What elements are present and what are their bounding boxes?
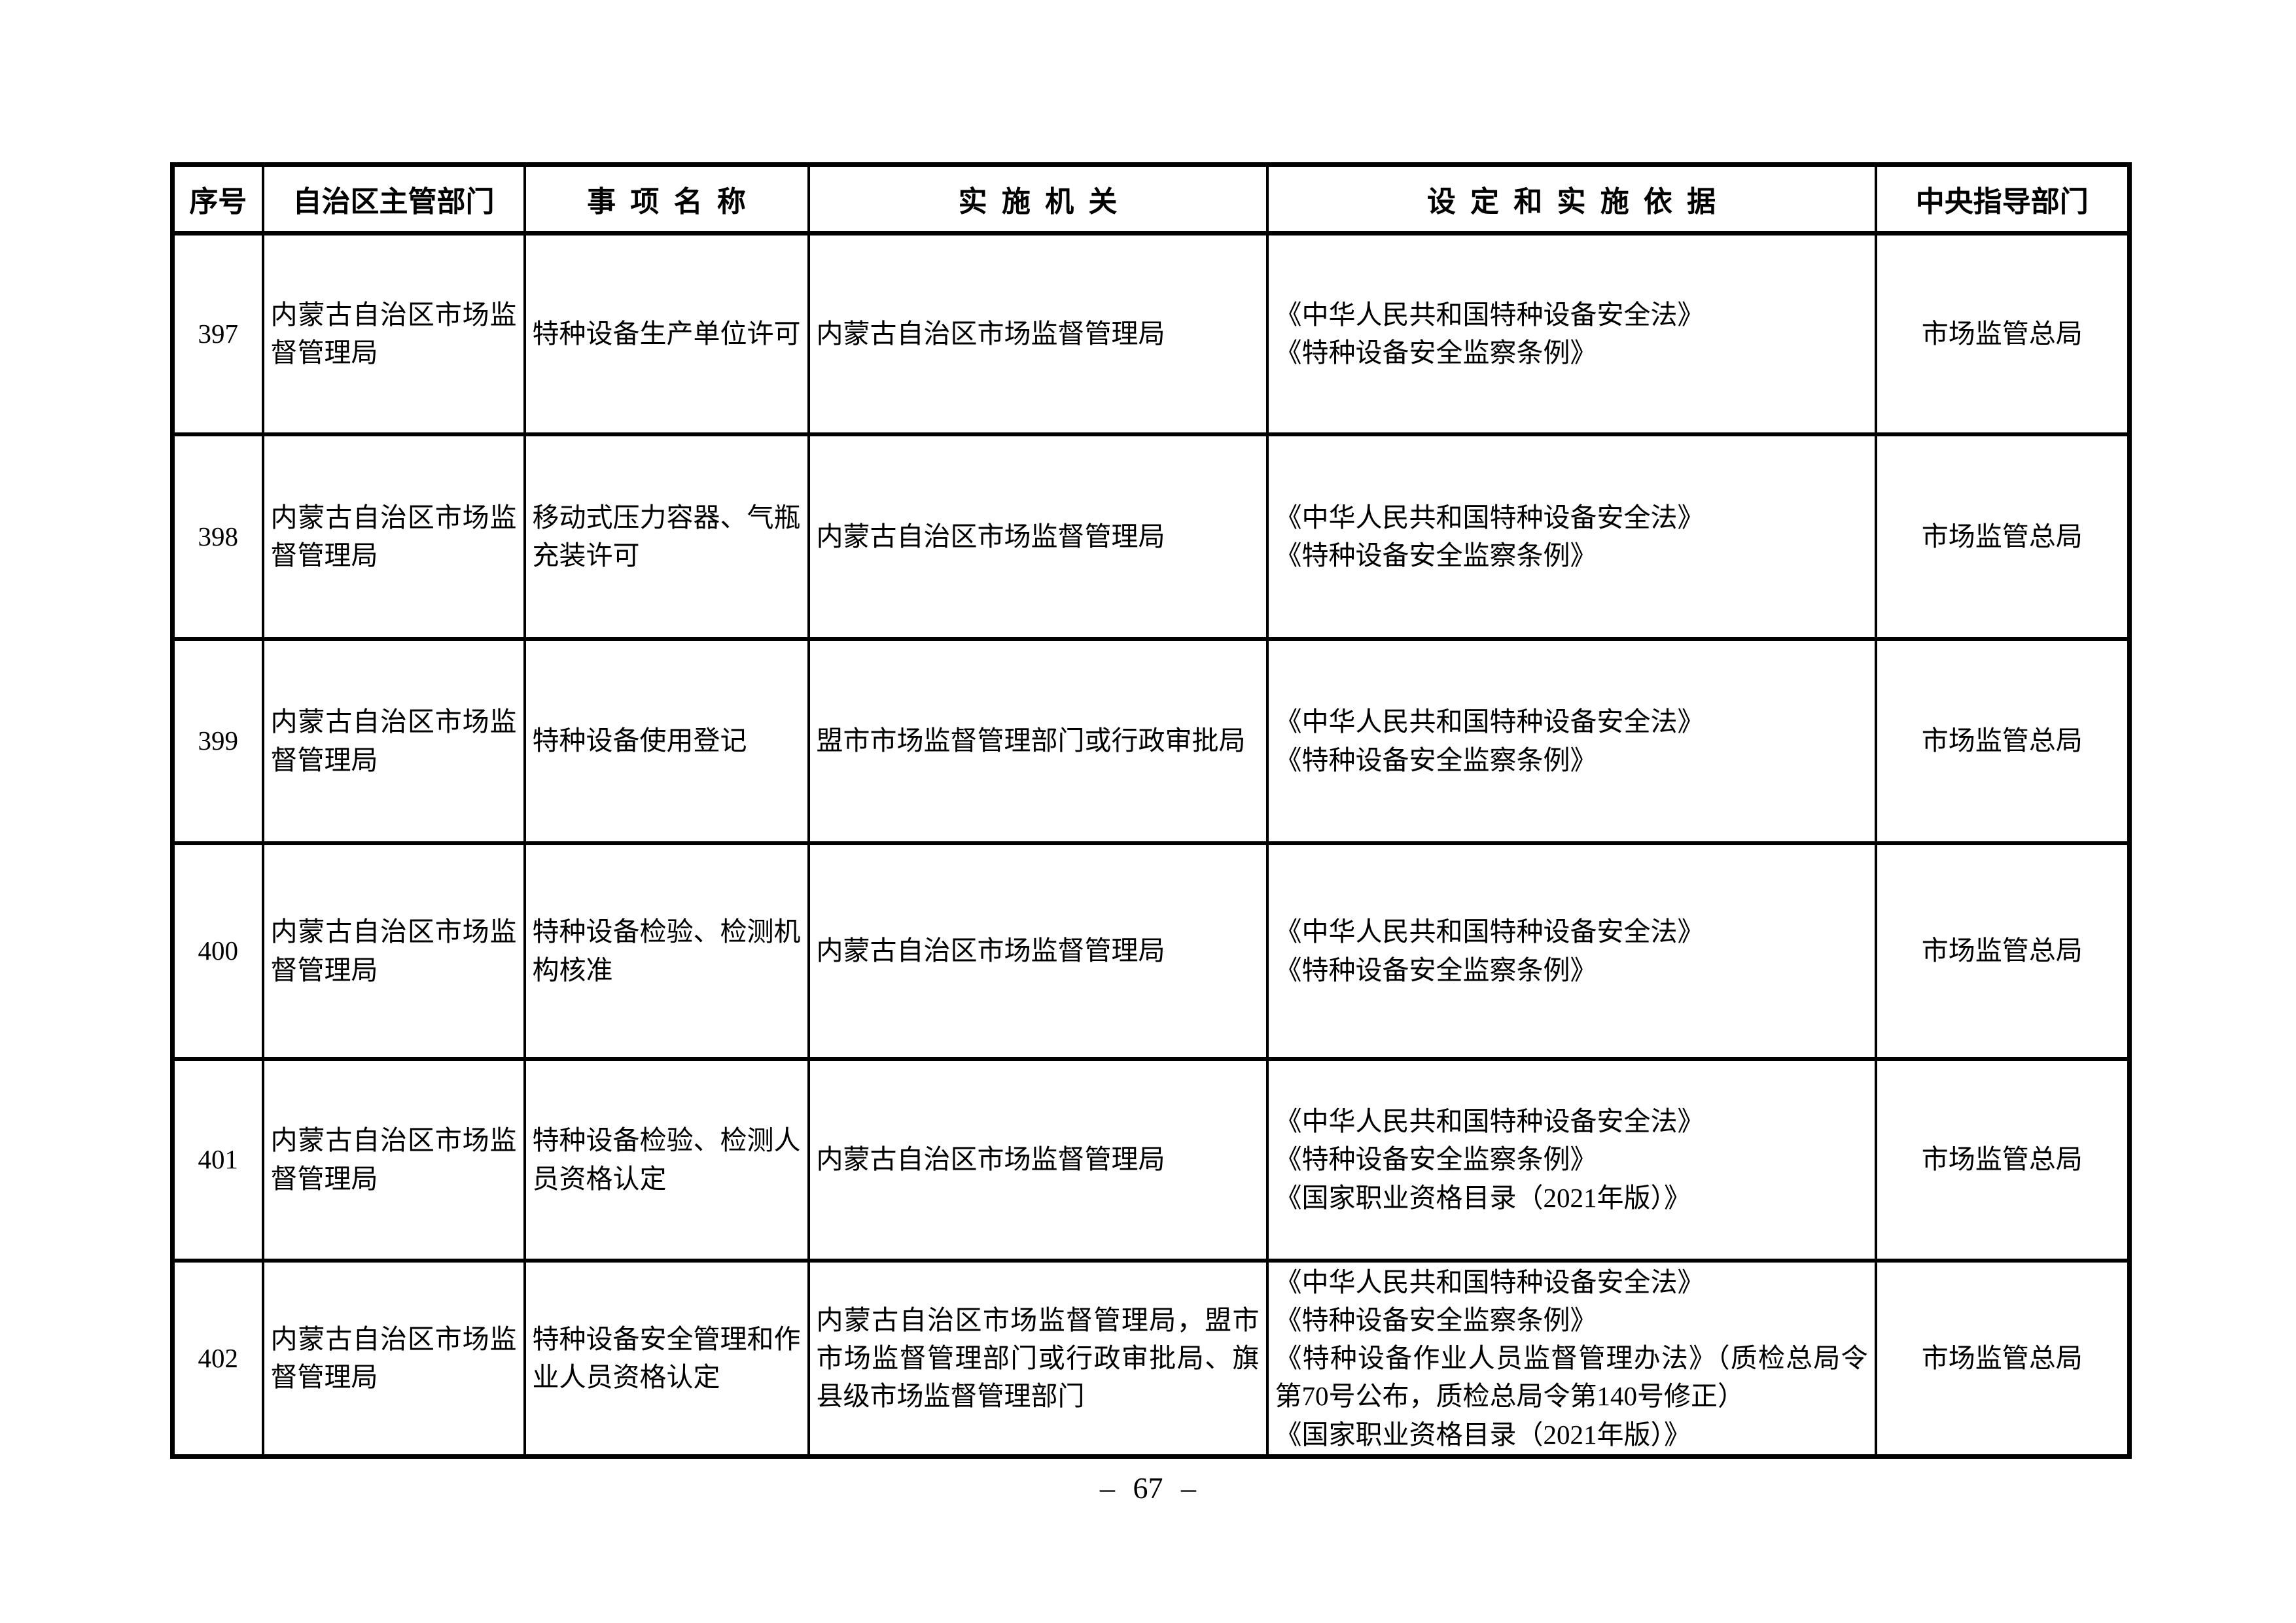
implementing-agency-cell: 内蒙古自治区市场监督管理局 [807,231,1269,436]
header-item-name: 事 项 名 称 [523,162,810,236]
approval-items-table: 序号 自治区主管部门 事 项 名 称 实 施 机 关 设 定 和 实 施 依 据… [170,162,2132,1459]
legal-basis-cell: 《中华人民共和国特种设备安全法》 《特种设备安全监察条例》 [1265,841,1877,1061]
department-cell: 内蒙古自治区市场监督管理局 [261,231,526,436]
central-guidance-cell: 市场监管总局 [1874,432,2131,641]
legal-basis-cell: 《中华人民共和国特种设备安全法》 《特种设备安全监察条例》 《特种设备作业人员监督管… [1265,1258,1877,1459]
header-region-department: 自治区主管部门 [261,162,526,236]
serial-number-cell: 402 [171,1258,264,1459]
table-row: 397 内蒙古自治区市场监督管理局 特种设备生产单位许可 内蒙古自治区市场监督管… [171,231,2131,436]
table-row: 402 内蒙古自治区市场监督管理局 特种设备安全管理和作业人员资格认定 内蒙古自… [171,1258,2131,1459]
table-row: 401 内蒙古自治区市场监督管理局 特种设备检验、检测人员资格认定 内蒙古自治区… [171,1056,2131,1263]
serial-number-cell: 401 [171,1056,264,1263]
item-name-cell: 特种设备安全管理和作业人员资格认定 [523,1258,810,1459]
legal-basis-cell: 《中华人民共和国特种设备安全法》 《特种设备安全监察条例》 《国家职业资格目录（20… [1265,1056,1877,1263]
item-name-cell: 移动式压力容器、气瓶充装许可 [523,432,810,641]
header-serial-number: 序号 [171,162,264,236]
serial-number-cell: 398 [171,432,264,641]
department-cell: 内蒙古自治区市场监督管理局 [261,1056,526,1263]
legal-basis-cell: 《中华人民共和国特种设备安全法》 《特种设备安全监察条例》 [1265,637,1877,845]
implementing-agency-cell: 内蒙古自治区市场监督管理局 [807,432,1269,641]
department-cell: 内蒙古自治区市场监督管理局 [261,841,526,1061]
table-header-row: 序号 自治区主管部门 事 项 名 称 实 施 机 关 设 定 和 实 施 依 据… [171,162,2131,236]
department-cell: 内蒙古自治区市场监督管理局 [261,432,526,641]
item-name-cell: 特种设备使用登记 [523,637,810,845]
central-guidance-cell: 市场监管总局 [1874,1258,2131,1459]
header-implementing-agency: 实 施 机 关 [807,162,1269,236]
implementing-agency-cell: 内蒙古自治区市场监督管理局 [807,841,1269,1061]
item-name-cell: 特种设备检验、检测人员资格认定 [523,1056,810,1263]
department-cell: 内蒙古自治区市场监督管理局 [261,637,526,845]
implementing-agency-cell: 盟市市场监督管理部门或行政审批局 [807,637,1269,845]
serial-number-cell: 400 [171,841,264,1061]
central-guidance-cell: 市场监管总局 [1874,1056,2131,1263]
header-central-guidance-department: 中央指导部门 [1874,162,2131,236]
table-row: 400 内蒙古自治区市场监督管理局 特种设备检验、检测机构核准 内蒙古自治区市场… [171,841,2131,1061]
header-legal-basis: 设 定 和 实 施 依 据 [1265,162,1877,236]
item-name-cell: 特种设备生产单位许可 [523,231,810,436]
legal-basis-cell: 《中华人民共和国特种设备安全法》 《特种设备安全监察条例》 [1265,231,1877,436]
serial-number-cell: 397 [171,231,264,436]
table-row: 399 内蒙古自治区市场监督管理局 特种设备使用登记 盟市市场监督管理部门或行政… [171,637,2131,845]
central-guidance-cell: 市场监管总局 [1874,231,2131,436]
item-name-cell: 特种设备检验、检测机构核准 [523,841,810,1061]
implementing-agency-cell: 内蒙古自治区市场监督管理局 [807,1056,1269,1263]
legal-basis-cell: 《中华人民共和国特种设备安全法》 《特种设备安全监察条例》 [1265,432,1877,641]
central-guidance-cell: 市场监管总局 [1874,637,2131,845]
serial-number-cell: 399 [171,637,264,845]
central-guidance-cell: 市场监管总局 [1874,841,2131,1061]
department-cell: 内蒙古自治区市场监督管理局 [261,1258,526,1459]
table-row: 398 内蒙古自治区市场监督管理局 移动式压力容器、气瓶充装许可 内蒙古自治区市… [171,432,2131,641]
page-number: – 67 – [1100,1471,1196,1505]
implementing-agency-cell: 内蒙古自治区市场监督管理局，盟市市场监督管理部门或行政审批局、旗县级市场监督管理… [807,1258,1269,1459]
